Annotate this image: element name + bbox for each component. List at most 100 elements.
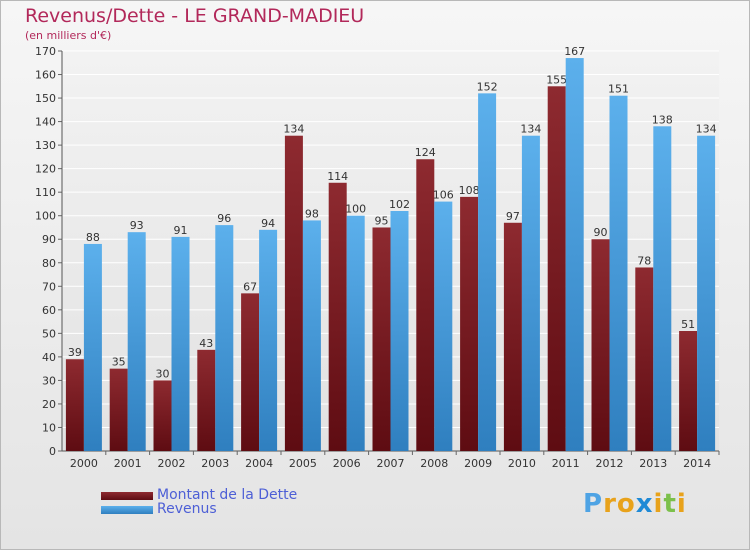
data-label-revenue: 102 bbox=[389, 198, 410, 211]
bar-revenue bbox=[83, 243, 102, 451]
y-tick-label: 40 bbox=[42, 351, 56, 364]
legend-label-debt: Montant de la Dette bbox=[157, 487, 298, 503]
y-tick-label: 90 bbox=[42, 233, 56, 246]
bar-revenue bbox=[259, 229, 278, 451]
bar-debt bbox=[153, 380, 172, 451]
x-tick-label: 2007 bbox=[377, 457, 405, 470]
x-tick-label: 2004 bbox=[245, 457, 273, 470]
x-tick-label: 2013 bbox=[639, 457, 667, 470]
bar-debt bbox=[416, 159, 435, 451]
bar-debt bbox=[328, 182, 347, 451]
bar-revenue bbox=[609, 95, 628, 452]
data-label-debt: 90 bbox=[594, 226, 608, 239]
y-tick-label: 140 bbox=[35, 116, 56, 129]
proxiti-logo: Proxiti bbox=[583, 489, 687, 519]
bar-revenue bbox=[302, 220, 321, 451]
bar-debt bbox=[460, 196, 479, 451]
x-tick-label: 2003 bbox=[201, 457, 229, 470]
data-label-revenue: 167 bbox=[564, 45, 585, 58]
data-label-revenue: 134 bbox=[696, 123, 717, 136]
bar-revenue bbox=[171, 236, 190, 451]
data-label-revenue: 98 bbox=[305, 207, 319, 220]
bar-revenue bbox=[653, 126, 672, 451]
bar-debt bbox=[65, 359, 84, 451]
y-tick-label: 130 bbox=[35, 139, 56, 152]
data-label-revenue: 100 bbox=[345, 203, 366, 216]
data-label-debt: 35 bbox=[112, 356, 126, 369]
y-tick-label: 120 bbox=[35, 163, 56, 176]
legend-swatch-revenue bbox=[101, 506, 153, 514]
bar-revenue bbox=[215, 225, 234, 451]
legend-label-revenue: Revenus bbox=[157, 501, 217, 517]
bar-debt bbox=[241, 293, 260, 451]
data-label-debt: 134 bbox=[283, 123, 304, 136]
data-label-debt: 95 bbox=[375, 214, 389, 227]
data-label-debt: 124 bbox=[415, 146, 436, 159]
x-tick-label: 2009 bbox=[464, 457, 492, 470]
data-label-debt: 155 bbox=[546, 73, 567, 86]
x-tick-label: 2014 bbox=[683, 457, 711, 470]
data-label-debt: 43 bbox=[199, 337, 213, 350]
data-label-debt: 51 bbox=[681, 318, 695, 331]
x-tick-label: 2010 bbox=[508, 457, 536, 470]
x-tick-label: 2002 bbox=[158, 457, 186, 470]
bar-debt bbox=[109, 368, 128, 451]
y-tick-label: 170 bbox=[35, 45, 56, 58]
legend-swatch-debt bbox=[101, 492, 153, 500]
bar-revenue bbox=[127, 232, 146, 451]
bar-revenue bbox=[565, 58, 584, 451]
y-tick-label: 30 bbox=[42, 374, 56, 387]
x-tick-label: 2006 bbox=[333, 457, 361, 470]
x-tick-label: 2011 bbox=[552, 457, 580, 470]
data-label-debt: 97 bbox=[506, 210, 520, 223]
x-tick-label: 2008 bbox=[420, 457, 448, 470]
y-tick-label: 60 bbox=[42, 304, 56, 317]
y-tick-label: 150 bbox=[35, 92, 56, 105]
x-tick-label: 2012 bbox=[596, 457, 624, 470]
y-tick-label: 70 bbox=[42, 280, 56, 293]
bar-debt bbox=[284, 135, 303, 452]
chart-title: Revenus/Dette - LE GRAND-MADIEU bbox=[25, 5, 365, 27]
bar-debt bbox=[197, 349, 216, 451]
chart-subtitle: (en milliers d'€) bbox=[25, 29, 112, 42]
y-tick-label: 80 bbox=[42, 257, 56, 270]
data-label-revenue: 106 bbox=[433, 189, 454, 202]
data-label-revenue: 93 bbox=[130, 219, 144, 232]
data-label-revenue: 138 bbox=[652, 113, 673, 126]
data-label-revenue: 94 bbox=[261, 217, 275, 230]
y-tick-label: 20 bbox=[42, 398, 56, 411]
data-label-revenue: 96 bbox=[217, 212, 231, 225]
bar-revenue bbox=[521, 135, 540, 452]
data-label-debt: 67 bbox=[243, 280, 257, 293]
x-tick-label: 2005 bbox=[289, 457, 317, 470]
y-tick-label: 100 bbox=[35, 210, 56, 223]
y-tick-label: 0 bbox=[49, 445, 56, 458]
data-label-revenue: 152 bbox=[477, 80, 498, 93]
bar-revenue bbox=[434, 201, 453, 451]
bar-debt bbox=[547, 86, 566, 451]
bar-debt bbox=[679, 331, 698, 451]
bar-debt bbox=[635, 267, 654, 451]
bar-revenue bbox=[390, 211, 409, 451]
data-label-debt: 78 bbox=[637, 254, 651, 267]
bar-debt bbox=[372, 227, 391, 451]
data-label-revenue: 151 bbox=[608, 83, 629, 96]
bar-revenue bbox=[478, 93, 497, 452]
y-tick-label: 50 bbox=[42, 327, 56, 340]
bar-debt bbox=[503, 222, 522, 451]
data-label-debt: 114 bbox=[327, 170, 348, 183]
data-label-debt: 108 bbox=[459, 184, 480, 197]
data-label-revenue: 91 bbox=[174, 224, 188, 237]
bar-revenue bbox=[697, 135, 716, 452]
data-label-revenue: 88 bbox=[86, 231, 100, 244]
bar-debt bbox=[591, 239, 610, 451]
y-tick-label: 160 bbox=[35, 69, 56, 82]
y-tick-label: 110 bbox=[35, 186, 56, 199]
data-label-revenue: 134 bbox=[520, 123, 541, 136]
data-label-debt: 39 bbox=[68, 346, 82, 359]
data-label-debt: 30 bbox=[156, 367, 170, 380]
x-tick-label: 2001 bbox=[114, 457, 142, 470]
x-tick-label: 2000 bbox=[70, 457, 98, 470]
